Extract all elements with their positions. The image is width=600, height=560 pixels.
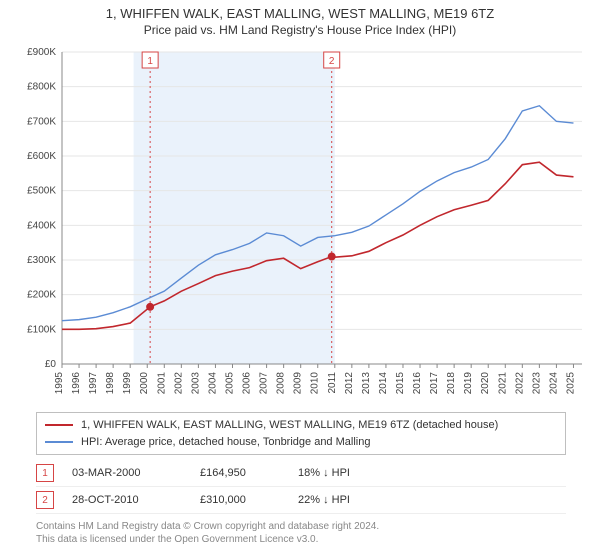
- svg-text:2002: 2002: [173, 372, 184, 395]
- legend-row: 1, WHIFFEN WALK, EAST MALLING, WEST MALL…: [45, 417, 557, 434]
- sale-date: 28-OCT-2010: [72, 494, 182, 506]
- svg-text:£500K: £500K: [27, 186, 56, 197]
- legend-label: 1, WHIFFEN WALK, EAST MALLING, WEST MALL…: [81, 417, 498, 434]
- svg-text:£300K: £300K: [27, 255, 56, 266]
- sales-table: 1 03-MAR-2000 £164,950 18% ↓ HPI 2 28-OCT-201…: [36, 460, 566, 514]
- legend-row: HPI: Average price, detached house, Tonb…: [45, 434, 557, 451]
- legend-label: HPI: Average price, detached house, Tonb…: [81, 434, 370, 451]
- sale-pct-vs-hpi: 18% ↓ HPI: [298, 467, 398, 479]
- title-line-1: 1, WHIFFEN WALK, EAST MALLING, WEST MALL…: [0, 6, 600, 21]
- svg-text:2022: 2022: [514, 372, 525, 395]
- svg-text:2020: 2020: [480, 372, 491, 395]
- svg-text:2009: 2009: [293, 372, 304, 395]
- legend-swatch: [45, 441, 73, 443]
- svg-text:£200K: £200K: [27, 290, 56, 301]
- sale-price: £164,950: [200, 467, 280, 479]
- sale-marker-box: 1: [36, 464, 54, 482]
- svg-text:£700K: £700K: [27, 116, 56, 127]
- legend: 1, WHIFFEN WALK, EAST MALLING, WEST MALL…: [36, 412, 566, 455]
- svg-text:£600K: £600K: [27, 151, 56, 162]
- svg-text:2016: 2016: [412, 372, 423, 395]
- svg-text:2021: 2021: [497, 372, 508, 395]
- svg-text:1997: 1997: [88, 372, 99, 395]
- svg-text:2011: 2011: [327, 372, 338, 394]
- svg-text:1996: 1996: [71, 372, 82, 395]
- svg-text:2017: 2017: [429, 372, 440, 395]
- svg-text:1999: 1999: [122, 372, 133, 395]
- svg-text:1998: 1998: [105, 372, 116, 395]
- svg-text:2007: 2007: [259, 372, 270, 395]
- svg-text:2012: 2012: [344, 372, 355, 395]
- sale-pct-vs-hpi: 22% ↓ HPI: [298, 494, 398, 506]
- svg-text:2019: 2019: [463, 372, 474, 395]
- svg-text:2013: 2013: [361, 372, 372, 395]
- svg-text:2000: 2000: [139, 372, 150, 395]
- svg-text:2003: 2003: [190, 372, 201, 395]
- svg-text:£100K: £100K: [27, 324, 56, 335]
- svg-text:2008: 2008: [276, 372, 287, 395]
- sale-row: 1 03-MAR-2000 £164,950 18% ↓ HPI: [36, 460, 566, 487]
- svg-text:2005: 2005: [224, 372, 235, 395]
- chart-svg: £0 £100K £200K £300K £400K £500K £600K £700K £80…: [10, 44, 590, 404]
- chart-container: 1, WHIFFEN WALK, EAST MALLING, WEST MALL…: [0, 0, 600, 560]
- svg-text:2025: 2025: [565, 372, 576, 395]
- title-block: 1, WHIFFEN WALK, EAST MALLING, WEST MALL…: [0, 0, 600, 37]
- title-line-2: Price paid vs. HM Land Registry's House …: [0, 23, 600, 37]
- svg-text:£400K: £400K: [27, 220, 56, 231]
- svg-text:2024: 2024: [548, 372, 559, 395]
- license-line-1: Contains HM Land Registry data © Crown c…: [36, 520, 566, 533]
- svg-text:2006: 2006: [242, 372, 253, 395]
- svg-text:2023: 2023: [531, 372, 542, 395]
- svg-text:2004: 2004: [207, 372, 218, 395]
- svg-text:1: 1: [147, 56, 153, 67]
- chart: £0 £100K £200K £300K £400K £500K £600K £700K £80…: [10, 44, 590, 404]
- sale-marker-box: 2: [36, 491, 54, 509]
- svg-text:2014: 2014: [378, 372, 389, 395]
- svg-text:2010: 2010: [310, 372, 321, 395]
- sale-date: 03-MAR-2000: [72, 467, 182, 479]
- svg-text:2001: 2001: [156, 372, 167, 395]
- license-line-2: This data is licensed under the Open Gov…: [36, 533, 566, 546]
- svg-text:2: 2: [329, 56, 335, 67]
- license-text: Contains HM Land Registry data © Crown c…: [36, 520, 566, 546]
- svg-text:2015: 2015: [395, 372, 406, 395]
- svg-text:1995: 1995: [54, 372, 65, 395]
- svg-text:£900K: £900K: [27, 47, 56, 58]
- svg-text:£0: £0: [45, 359, 57, 370]
- sale-row: 2 28-OCT-2010 £310,000 22% ↓ HPI: [36, 487, 566, 514]
- svg-text:£800K: £800K: [27, 82, 56, 93]
- legend-swatch: [45, 424, 73, 426]
- sale-price: £310,000: [200, 494, 280, 506]
- svg-text:2018: 2018: [446, 372, 457, 395]
